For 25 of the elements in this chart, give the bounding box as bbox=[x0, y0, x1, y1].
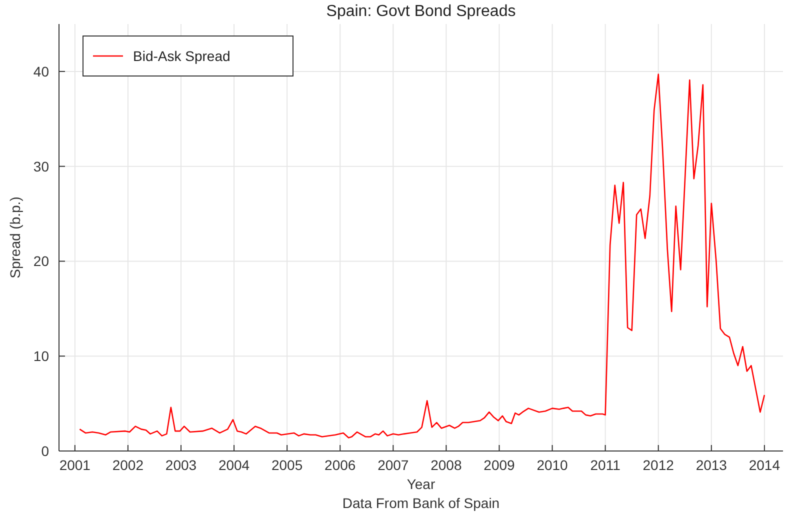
x-axis-title: Year bbox=[406, 476, 436, 492]
y-tick-label: 10 bbox=[33, 348, 50, 364]
x-tick-label: 2009 bbox=[484, 457, 516, 473]
y-tick-label: 30 bbox=[33, 158, 50, 174]
x-tick-label: 2011 bbox=[590, 457, 621, 473]
x-tick-label: 2001 bbox=[59, 457, 91, 473]
x-tick-label: 2008 bbox=[430, 457, 462, 473]
x-tick-label: 2012 bbox=[642, 457, 674, 473]
x-tick-label: 2005 bbox=[271, 457, 303, 473]
x-tick-label: 2010 bbox=[536, 457, 568, 473]
line-series bbox=[79, 74, 766, 438]
y-axis-title: Spread (b.p.) bbox=[7, 196, 23, 278]
x-tick-label: 2003 bbox=[165, 457, 197, 473]
text: Data From Bank of Spain bbox=[342, 495, 500, 511]
y-tick-label: 0 bbox=[41, 443, 50, 459]
y-tick-label: 20 bbox=[33, 253, 50, 270]
x-tick-label: 2002 bbox=[112, 457, 144, 473]
x-tick-label: 2013 bbox=[696, 457, 728, 473]
chart-title: Spain: Govt Bond Spreads bbox=[326, 3, 516, 20]
x-tick-label: 2006 bbox=[324, 457, 356, 473]
x-tick-label: 2014 bbox=[748, 457, 780, 473]
x-tick-label: 2007 bbox=[378, 457, 409, 473]
x-tick-label: 2004 bbox=[218, 457, 250, 473]
legend-label: Bid-Ask Spread bbox=[133, 48, 230, 64]
y-tick-label: 40 bbox=[33, 63, 50, 80]
